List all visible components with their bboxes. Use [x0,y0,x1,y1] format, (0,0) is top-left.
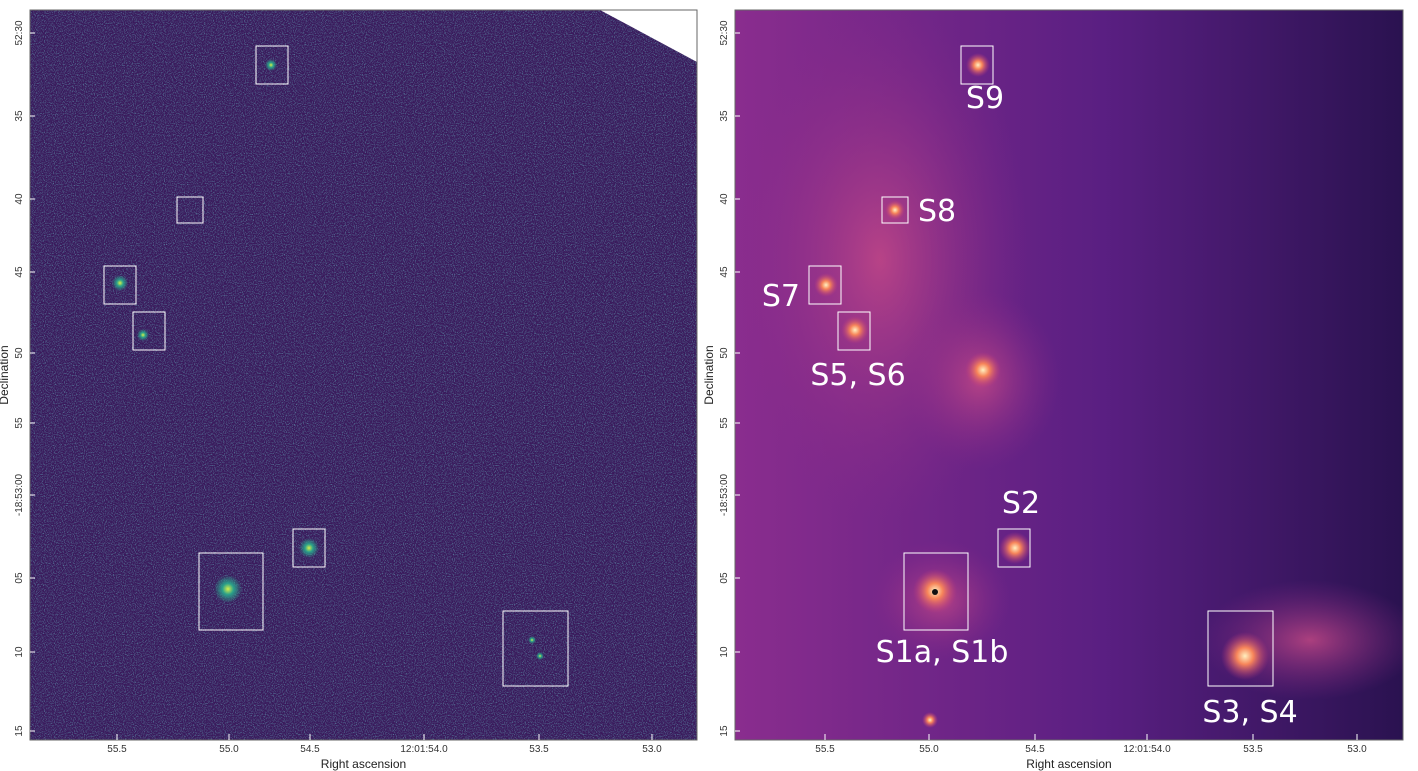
y-axis-label: Declination [702,345,716,404]
x-tick-label: 54.5 [1025,744,1045,755]
region-box [198,552,264,631]
y-tick-label: 52:30 [719,20,730,45]
region-box [881,196,909,224]
region-box [255,45,289,85]
region-label: S5, S6 [810,358,905,393]
y-tick-label: 52:30 [14,20,25,45]
region-box [103,265,137,305]
region-box [1207,610,1274,687]
y-tick-label: 50 [14,347,25,359]
region-box [997,528,1031,568]
left-image [30,10,697,740]
region-box [808,265,842,305]
y-tick-label: 45 [719,266,730,278]
y-tick-label: 35 [14,110,25,122]
x-axis-label: Right ascension [1026,757,1111,771]
y-tick-label: 45 [14,266,25,278]
y-tick-label: 40 [719,193,730,205]
region-box [502,610,569,687]
y-axis-label: Declination [0,345,11,404]
y-tick-label: 55 [719,417,730,429]
region-box [292,528,326,568]
right-image [735,10,1403,740]
x-tick-label: 12:01:54.0 [1123,744,1171,755]
x-tick-label: 54.5 [300,744,320,755]
region-box [176,196,204,224]
region-box [903,552,969,631]
x-tick-label: 53.5 [529,744,549,755]
y-tick-label: 05 [14,572,25,584]
region-label: S7 [762,279,800,314]
x-tick-label: 55.5 [815,744,835,755]
x-axis-label: Right ascension [321,757,406,771]
y-tick-label: 35 [719,110,730,122]
y-tick-label: -18:53:00 [14,473,25,516]
region-label: S9 [966,81,1004,116]
region-label: S2 [1002,486,1040,521]
region-box [837,311,871,351]
y-tick-label: 15 [719,725,730,737]
y-tick-label: 55 [14,417,25,429]
x-tick-label: 55.0 [919,744,939,755]
region-box [960,45,994,85]
x-tick-label: 55.0 [219,744,239,755]
y-tick-label: -18:53:00 [719,473,730,516]
y-tick-label: 10 [719,646,730,658]
region-label: S1a, S1b [876,635,1009,670]
x-tick-label: 12:01:54.0 [400,744,448,755]
right-frame [734,9,1404,741]
region-label: S8 [918,194,956,229]
y-tick-label: 10 [14,646,25,658]
y-tick-label: 40 [14,193,25,205]
x-tick-label: 53.0 [642,744,662,755]
y-tick-label: 05 [719,572,730,584]
y-tick-label: 50 [719,347,730,359]
y-tick-label: 15 [14,725,25,737]
region-box [132,311,166,351]
x-tick-label: 53.5 [1243,744,1263,755]
x-tick-label: 53.0 [1347,744,1367,755]
region-label: S3, S4 [1202,695,1297,730]
x-tick-label: 55.5 [107,744,127,755]
left-frame [29,9,698,741]
